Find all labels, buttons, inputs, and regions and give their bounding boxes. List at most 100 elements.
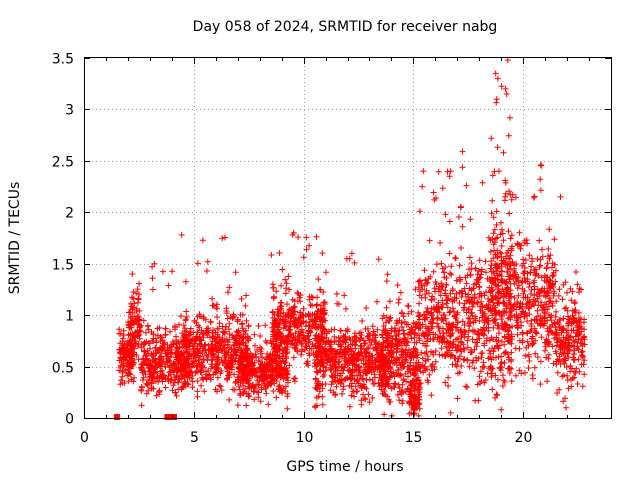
data-point bbox=[426, 371, 433, 378]
data-point bbox=[381, 411, 388, 418]
data-point bbox=[219, 323, 226, 330]
data-point bbox=[206, 372, 213, 379]
data-point bbox=[345, 355, 352, 362]
data-point bbox=[380, 312, 387, 319]
data-point bbox=[275, 386, 282, 393]
data-point bbox=[446, 218, 453, 225]
data-point bbox=[549, 343, 556, 350]
data-point bbox=[358, 375, 365, 382]
data-point bbox=[496, 168, 502, 175]
data-point bbox=[475, 331, 482, 338]
data-point bbox=[117, 330, 124, 337]
data-point bbox=[126, 362, 133, 369]
data-point bbox=[239, 380, 246, 387]
data-point bbox=[337, 342, 344, 349]
data-point bbox=[315, 334, 322, 341]
x-tick-label: 5 bbox=[190, 430, 199, 446]
data-point bbox=[391, 373, 398, 380]
data-point bbox=[252, 342, 258, 349]
data-point bbox=[378, 382, 385, 389]
data-point bbox=[573, 330, 580, 337]
data-point bbox=[181, 325, 188, 332]
data-point bbox=[119, 368, 126, 375]
data-point bbox=[321, 338, 327, 345]
data-point bbox=[524, 278, 531, 285]
data-point bbox=[454, 324, 460, 331]
data-point bbox=[489, 172, 496, 179]
data-point bbox=[438, 260, 445, 267]
data-point bbox=[441, 312, 448, 318]
data-point bbox=[547, 252, 554, 259]
data-point bbox=[502, 193, 509, 200]
data-point bbox=[271, 329, 278, 336]
data-point bbox=[550, 292, 557, 299]
data-point bbox=[507, 114, 513, 121]
data-point bbox=[470, 357, 477, 364]
data-point bbox=[459, 148, 466, 155]
data-point bbox=[379, 362, 386, 369]
data-point bbox=[159, 268, 166, 275]
data-point bbox=[374, 326, 381, 333]
data-point bbox=[420, 369, 427, 376]
data-point bbox=[478, 350, 485, 357]
data-point bbox=[439, 301, 446, 308]
data-point bbox=[566, 316, 573, 323]
data-point bbox=[118, 345, 125, 352]
y-axis-label: SRMTID / TECUs bbox=[7, 182, 23, 295]
data-point bbox=[514, 319, 521, 326]
data-point bbox=[356, 337, 363, 344]
data-point bbox=[358, 350, 365, 357]
data-point bbox=[399, 310, 406, 317]
data-point bbox=[517, 300, 524, 307]
data-point bbox=[285, 273, 292, 280]
data-point bbox=[385, 396, 392, 403]
data-point bbox=[529, 340, 536, 347]
data-point bbox=[395, 367, 402, 374]
data-point bbox=[179, 343, 186, 350]
data-point bbox=[118, 377, 125, 384]
data-point bbox=[137, 328, 144, 335]
data-point bbox=[339, 390, 345, 397]
data-point bbox=[138, 365, 145, 371]
data-point bbox=[485, 355, 492, 362]
data-point bbox=[263, 364, 270, 371]
data-point bbox=[468, 310, 474, 317]
data-point bbox=[411, 330, 418, 336]
data-point bbox=[187, 340, 194, 347]
data-point bbox=[187, 325, 194, 332]
data-point bbox=[271, 311, 278, 318]
data-point bbox=[135, 296, 142, 303]
data-point bbox=[424, 353, 431, 359]
data-point bbox=[502, 179, 509, 186]
data-point bbox=[242, 302, 249, 309]
data-point bbox=[207, 318, 214, 325]
data-point bbox=[166, 362, 173, 369]
data-point bbox=[188, 364, 195, 371]
data-point bbox=[487, 265, 494, 272]
data-point bbox=[405, 373, 411, 380]
data-point bbox=[327, 366, 334, 373]
data-point bbox=[495, 290, 502, 297]
data-point bbox=[351, 367, 358, 374]
data-point bbox=[432, 358, 439, 365]
data-point bbox=[191, 351, 198, 358]
data-point bbox=[273, 288, 280, 295]
data-point bbox=[493, 99, 500, 106]
data-point bbox=[175, 360, 181, 367]
data-point bbox=[275, 331, 282, 337]
data-point bbox=[198, 382, 205, 389]
data-point bbox=[243, 390, 250, 397]
data-point bbox=[457, 346, 464, 353]
data-point bbox=[522, 294, 529, 301]
data-point bbox=[476, 373, 483, 380]
data-point bbox=[275, 346, 282, 353]
data-point bbox=[495, 330, 502, 337]
data-point bbox=[313, 402, 320, 409]
data-point bbox=[194, 260, 201, 267]
data-point bbox=[216, 320, 223, 327]
data-point bbox=[501, 320, 508, 327]
data-point bbox=[539, 306, 546, 313]
data-point bbox=[249, 355, 256, 362]
data-point bbox=[476, 335, 483, 342]
data-point bbox=[435, 304, 442, 311]
